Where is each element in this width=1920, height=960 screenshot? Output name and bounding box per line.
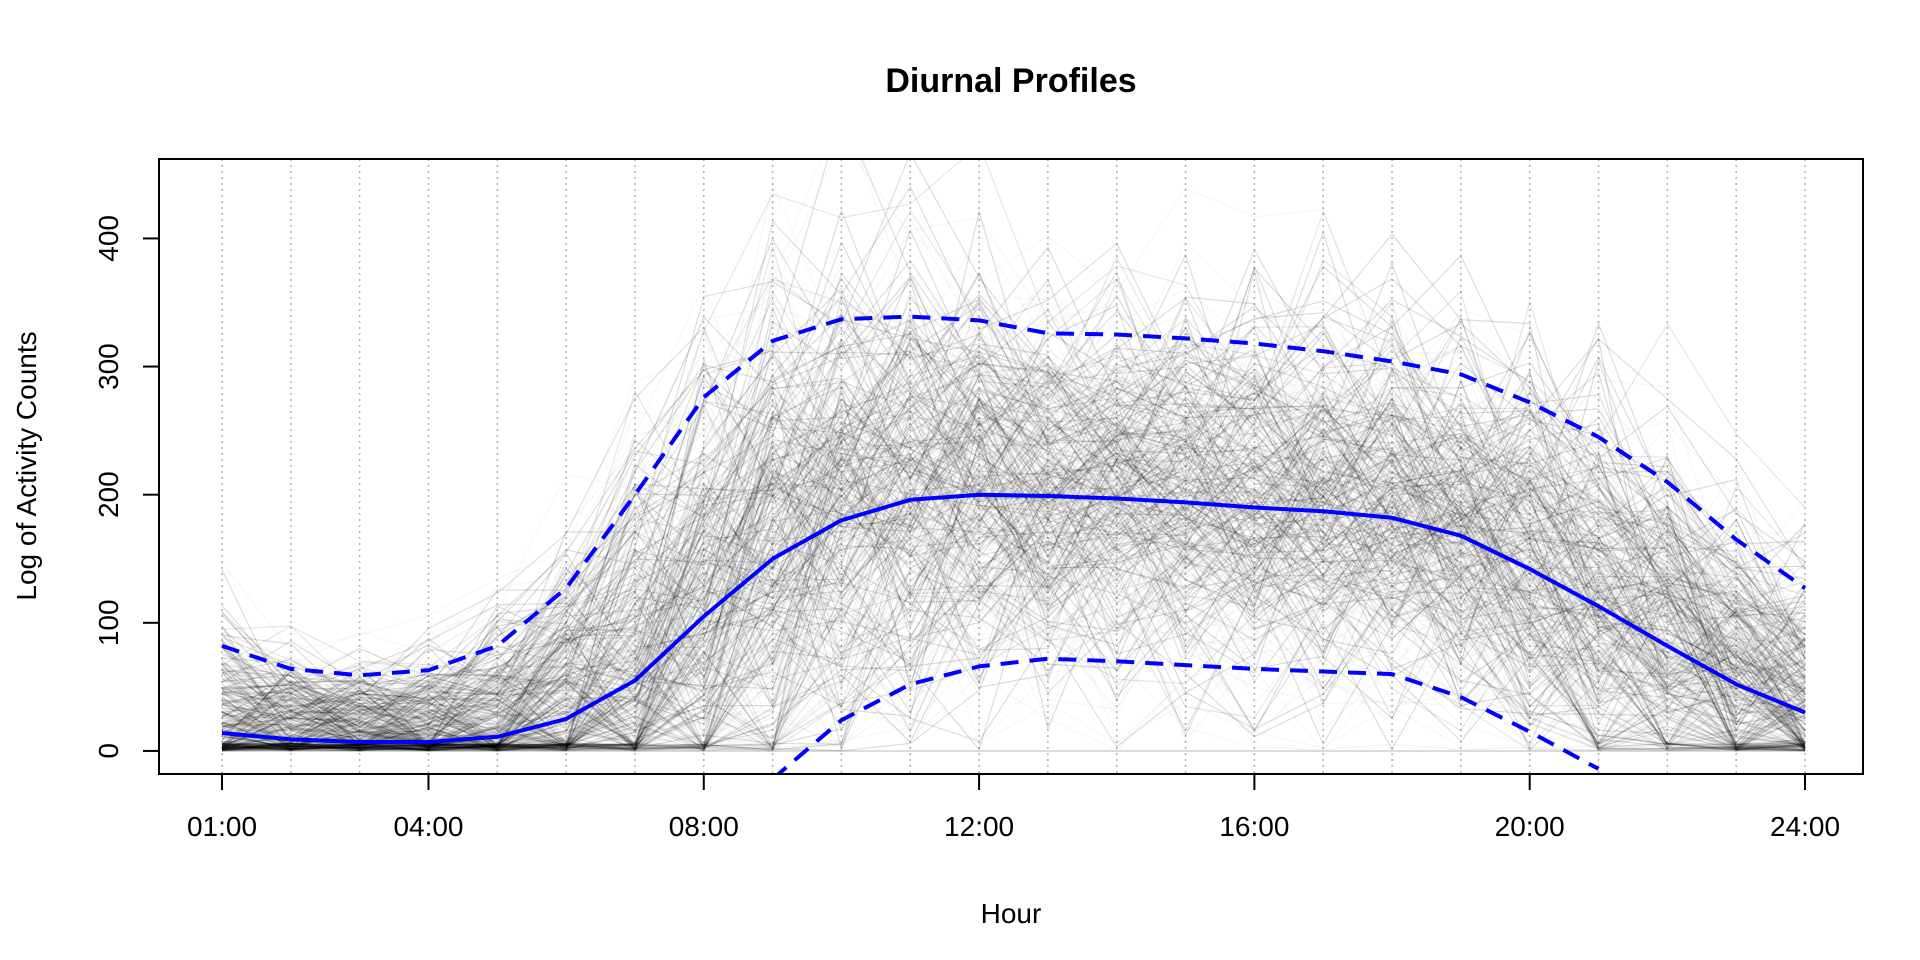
x-tick-label: 16:00	[1219, 811, 1289, 842]
summary-series	[221, 314, 1807, 774]
y-tick-label: 400	[93, 215, 124, 262]
y-tick-label: 0	[93, 743, 124, 759]
x-axis: 01:00 04:00 08:00 12:00 16:00 20:00 24:00	[187, 773, 1840, 842]
mean-line	[221, 492, 1806, 744]
x-tick-label: 20:00	[1495, 811, 1565, 842]
x-tick-label: 08:00	[669, 811, 739, 842]
upper-band-line	[221, 314, 1807, 678]
x-tick-label: 12:00	[944, 811, 1014, 842]
chart-title: Diurnal Profiles	[885, 62, 1136, 100]
y-axis-label: Log of Activity Counts	[11, 331, 42, 600]
x-tick-label: 24:00	[1770, 811, 1840, 842]
lower-band-line	[775, 656, 1600, 774]
x-tick-label: 04:00	[393, 811, 463, 842]
x-axis-label: Hour	[981, 898, 1042, 929]
x-tick-label: 01:00	[187, 811, 257, 842]
y-axis: 0 100 200 300 400	[93, 215, 160, 759]
y-tick-label: 200	[93, 471, 124, 518]
grid-lines	[221, 159, 1806, 774]
y-tick-label: 100	[93, 599, 124, 646]
background-profiles	[222, 108, 1805, 751]
y-tick-label: 300	[93, 343, 124, 390]
